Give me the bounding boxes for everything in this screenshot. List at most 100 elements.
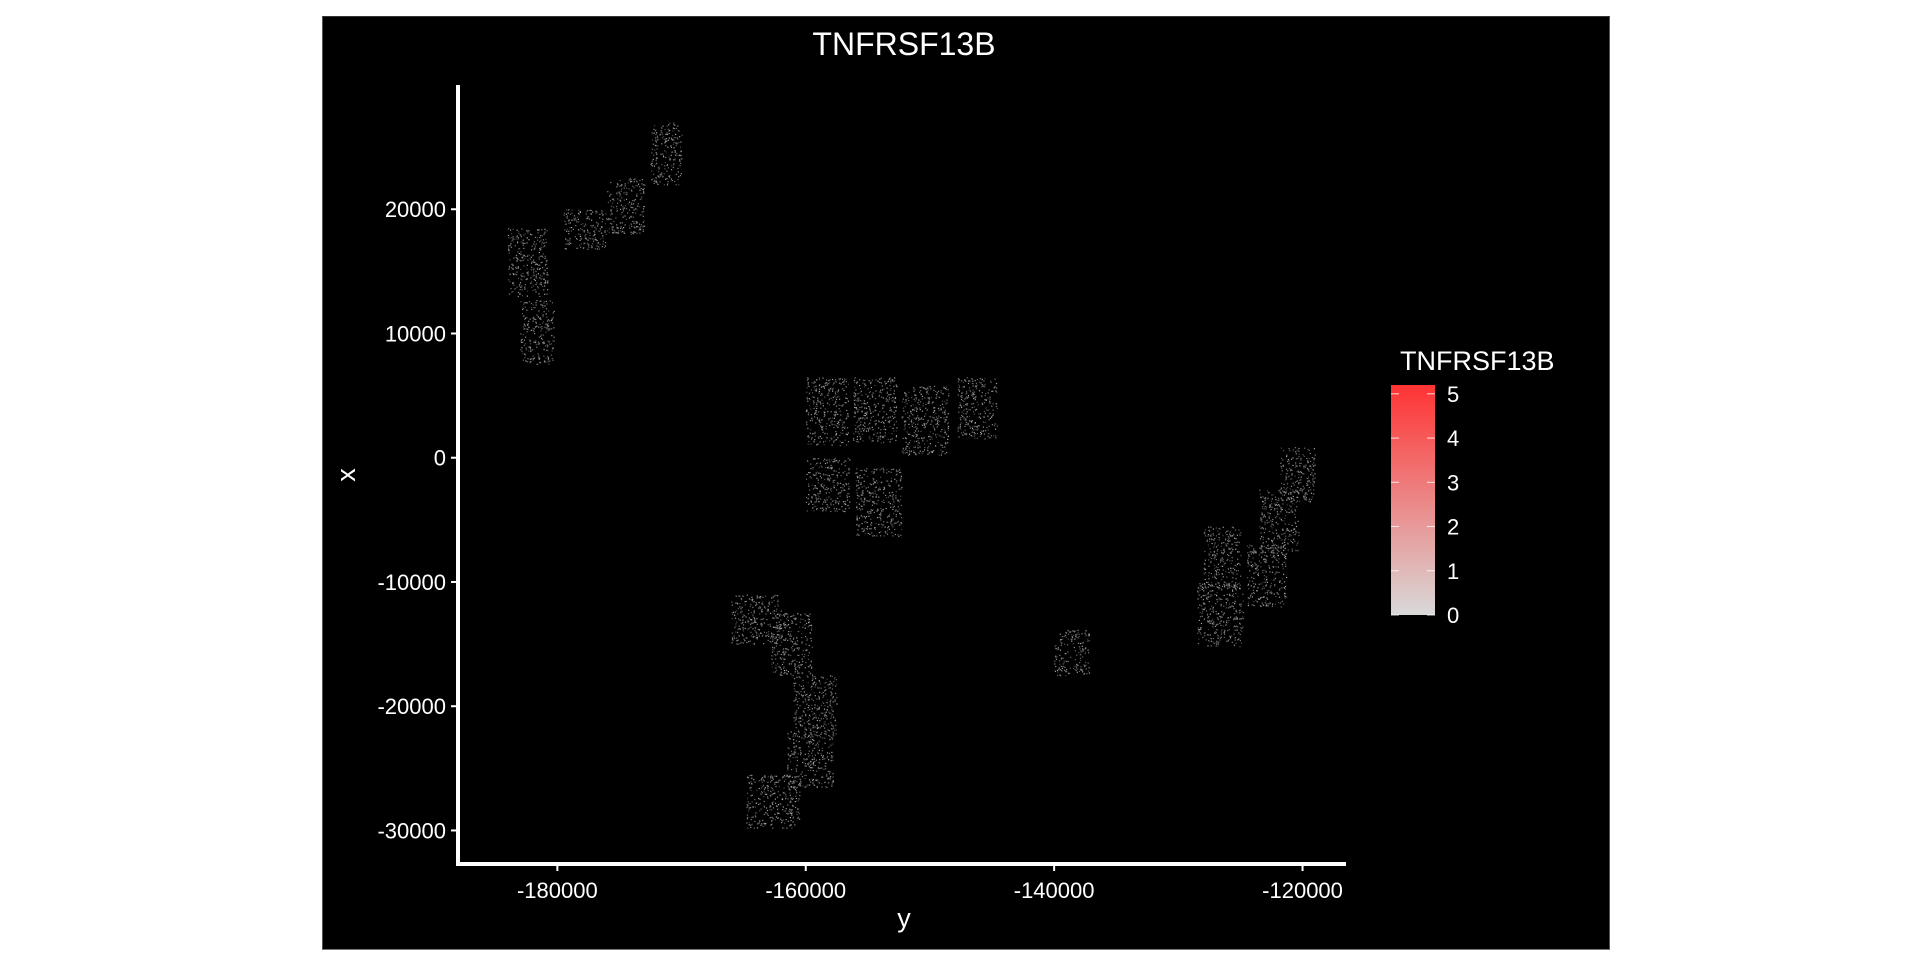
cell-point <box>518 232 520 235</box>
cell-point <box>856 382 858 384</box>
cell-point <box>793 751 795 753</box>
cell-point <box>779 613 781 615</box>
cell-point <box>585 224 587 226</box>
cell-point <box>873 472 875 474</box>
cell-point <box>539 241 541 243</box>
cell-point <box>612 229 614 231</box>
cell-point <box>817 479 819 481</box>
cell-point <box>1211 590 1213 592</box>
cell-point <box>544 361 546 363</box>
cell-point <box>1226 583 1228 585</box>
cell-point <box>810 429 812 431</box>
cell-point <box>771 788 774 790</box>
cell-point <box>804 654 806 656</box>
cell-point <box>915 423 917 426</box>
cell-point <box>859 474 861 477</box>
cell-point <box>823 499 826 501</box>
cell-point <box>892 519 894 521</box>
cell-point <box>931 421 933 423</box>
cell-point <box>820 403 822 405</box>
cell-point <box>869 499 871 501</box>
cell-point <box>797 816 799 818</box>
cell-point <box>816 734 818 736</box>
cell-point <box>787 619 789 621</box>
cell-point <box>680 150 682 152</box>
cell-point <box>813 381 815 383</box>
cell-point <box>804 694 807 696</box>
cell-point <box>620 213 622 216</box>
cell-point <box>767 797 769 800</box>
cell-point <box>938 390 940 392</box>
cell-point <box>510 243 512 245</box>
cell-point <box>737 643 739 645</box>
cell-point <box>870 493 872 495</box>
cell-point <box>833 417 835 419</box>
cell-point <box>913 440 915 442</box>
cell-point <box>790 654 792 657</box>
cell-point <box>857 398 859 400</box>
cell-point <box>782 630 784 632</box>
cell-point <box>569 213 571 215</box>
cell-point <box>773 650 775 652</box>
cell-point <box>784 621 786 623</box>
cell-point <box>812 742 814 744</box>
cell-point <box>678 130 680 132</box>
cell-point <box>777 599 779 601</box>
cell-point <box>616 227 618 229</box>
cell-point <box>1238 638 1240 640</box>
cell-point <box>771 809 773 811</box>
cell-point <box>805 662 807 664</box>
cell-point <box>775 785 777 788</box>
cell-point <box>750 826 752 828</box>
cell-point <box>900 534 902 536</box>
cell-point <box>527 323 529 325</box>
cell-point <box>895 407 897 409</box>
cell-point <box>889 410 891 412</box>
cell-point <box>910 419 913 421</box>
cell-point <box>518 231 520 233</box>
cell-point <box>848 485 850 487</box>
cell-point <box>522 334 524 336</box>
cell-point <box>1199 589 1201 592</box>
cell-point <box>845 397 847 399</box>
cell-point <box>657 171 660 173</box>
cell-point <box>780 668 782 670</box>
cell-point <box>841 420 843 422</box>
cell-point <box>751 823 753 825</box>
cell-point <box>570 230 572 232</box>
cell-point <box>535 322 537 324</box>
cell-point <box>811 708 813 710</box>
cell-point <box>948 425 950 428</box>
cell-point <box>517 277 519 280</box>
cell-point <box>744 604 746 606</box>
cell-point <box>544 282 547 285</box>
cell-point <box>812 725 814 727</box>
cell-point <box>862 440 864 442</box>
cell-point <box>744 627 746 629</box>
cell-point <box>792 805 794 807</box>
cell-point <box>907 397 909 399</box>
cell-point <box>772 789 774 791</box>
cell-point <box>621 231 623 233</box>
cell-point <box>987 435 989 437</box>
cell-point <box>902 398 904 400</box>
cell-point <box>972 380 974 382</box>
cell-point <box>814 681 816 683</box>
cell-point <box>815 405 817 408</box>
cell-point <box>958 436 960 438</box>
cell-point <box>967 424 969 426</box>
cell-point <box>601 221 603 223</box>
cell-point <box>547 358 549 360</box>
cell-point <box>824 730 826 732</box>
cell-point <box>613 206 615 208</box>
cell-point <box>839 418 841 420</box>
cell-point <box>815 497 817 499</box>
cell-point <box>958 386 960 388</box>
cell-point <box>538 326 540 328</box>
cell-point <box>869 483 871 485</box>
cell-point <box>793 742 795 744</box>
cell-point <box>599 243 601 246</box>
cell-point <box>816 413 818 415</box>
cell-point <box>743 624 745 626</box>
cell-point <box>945 388 947 390</box>
